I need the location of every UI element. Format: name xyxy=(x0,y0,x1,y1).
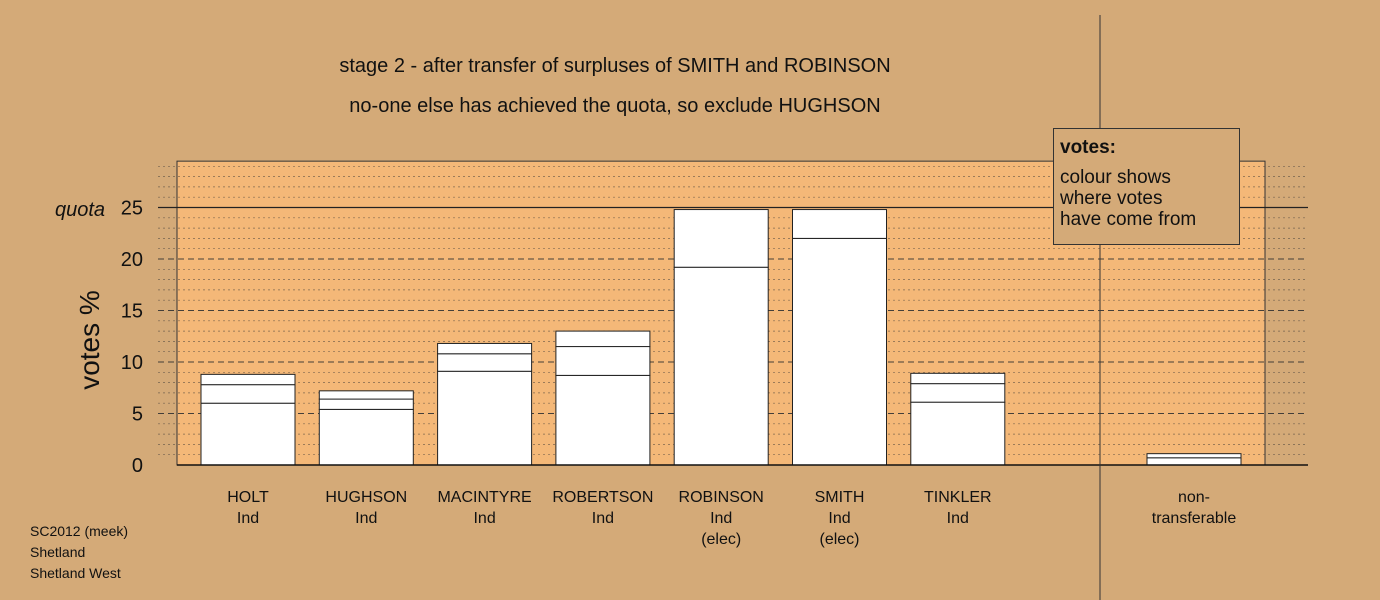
legend-title: votes: xyxy=(1060,137,1116,158)
y-tick-label: 15 xyxy=(121,301,143,323)
y-axis-ticks: 0 5 10 15 20 25 xyxy=(121,198,143,478)
bar-segment xyxy=(437,342,533,355)
bar-segment xyxy=(200,384,296,404)
x-tick-label-macintyre: Ind xyxy=(473,510,495,527)
bar-segment xyxy=(1146,453,1242,459)
bar-segment xyxy=(318,398,414,410)
x-tick-label-robertson: Ind xyxy=(592,510,614,527)
x-tick-label-hughson: Ind xyxy=(355,510,377,527)
bar-segment xyxy=(555,374,651,466)
legend-line: where votes xyxy=(1060,188,1163,209)
legend: votes: colour shows where votes have com… xyxy=(1053,128,1240,245)
bar-segment xyxy=(673,209,769,268)
bar-segment xyxy=(437,370,533,466)
x-tick-label-hughson: HUGHSON xyxy=(325,489,407,506)
quota-label: quota xyxy=(55,199,106,221)
bar-segment xyxy=(555,346,651,376)
bar-segment xyxy=(910,372,1006,385)
bar-segment xyxy=(792,237,887,466)
bar-segment xyxy=(910,383,1006,403)
y-axis-label: votes % xyxy=(74,290,105,390)
footer: SC2012 (meek) Shetland Shetland West xyxy=(30,521,128,584)
footer-line: Shetland West xyxy=(30,565,121,581)
bar-segment xyxy=(318,408,414,466)
bar-segment xyxy=(200,402,296,466)
x-tick-label-non-transferable: transferable xyxy=(1152,510,1237,527)
x-tick-label-macintyre: MACINTYRE xyxy=(437,489,531,506)
x-tick-label-smith: Ind xyxy=(828,510,850,527)
x-tick-label-holt: Ind xyxy=(237,510,259,527)
x-tick-label-robinson: Ind xyxy=(710,510,732,527)
x-tick-label-robertson: ROBERTSON xyxy=(552,489,653,506)
bar-segment xyxy=(910,401,1006,466)
x-tick-label-tinkler: Ind xyxy=(947,510,969,527)
x-tick-label-robinson: (elec) xyxy=(701,531,741,548)
y-tick-label: 0 xyxy=(132,455,143,477)
x-tick-label-smith: (elec) xyxy=(819,531,859,548)
legend-line: have come from xyxy=(1060,209,1197,230)
bar-segment xyxy=(792,209,887,239)
legend-line: colour shows xyxy=(1060,167,1171,188)
y-tick-label: 20 xyxy=(121,249,143,271)
x-tick-label-tinkler: TINKLER xyxy=(924,489,992,506)
x-axis-labels: HOLT Ind HUGHSON Ind MACINTYRE Ind ROBERTSON In… xyxy=(227,489,1236,548)
x-tick-label-smith: SMITH xyxy=(815,489,865,506)
chart-title: stage 2 - after transfer of surpluses of… xyxy=(339,55,891,77)
x-tick-label-robinson: ROBINSON xyxy=(679,489,764,506)
x-tick-label-non-transferable: non- xyxy=(1178,489,1210,506)
bar-segment xyxy=(1146,457,1242,466)
bar-segment xyxy=(318,390,414,400)
y-tick-label: 25 xyxy=(121,198,143,220)
bar-segment xyxy=(437,353,533,372)
x-tick-label-holt: HOLT xyxy=(227,489,269,506)
footer-line: Shetland xyxy=(30,544,86,560)
bar-segment xyxy=(200,373,296,386)
bar-segment xyxy=(555,330,651,348)
bar-segment xyxy=(673,266,769,466)
y-tick-label: 5 xyxy=(132,404,143,426)
footer-line: SC2012 (meek) xyxy=(30,523,129,539)
chart-subtitle: no-one else has achieved the quota, so e… xyxy=(349,95,881,117)
bars xyxy=(200,209,1242,466)
y-tick-label: 10 xyxy=(121,352,143,374)
